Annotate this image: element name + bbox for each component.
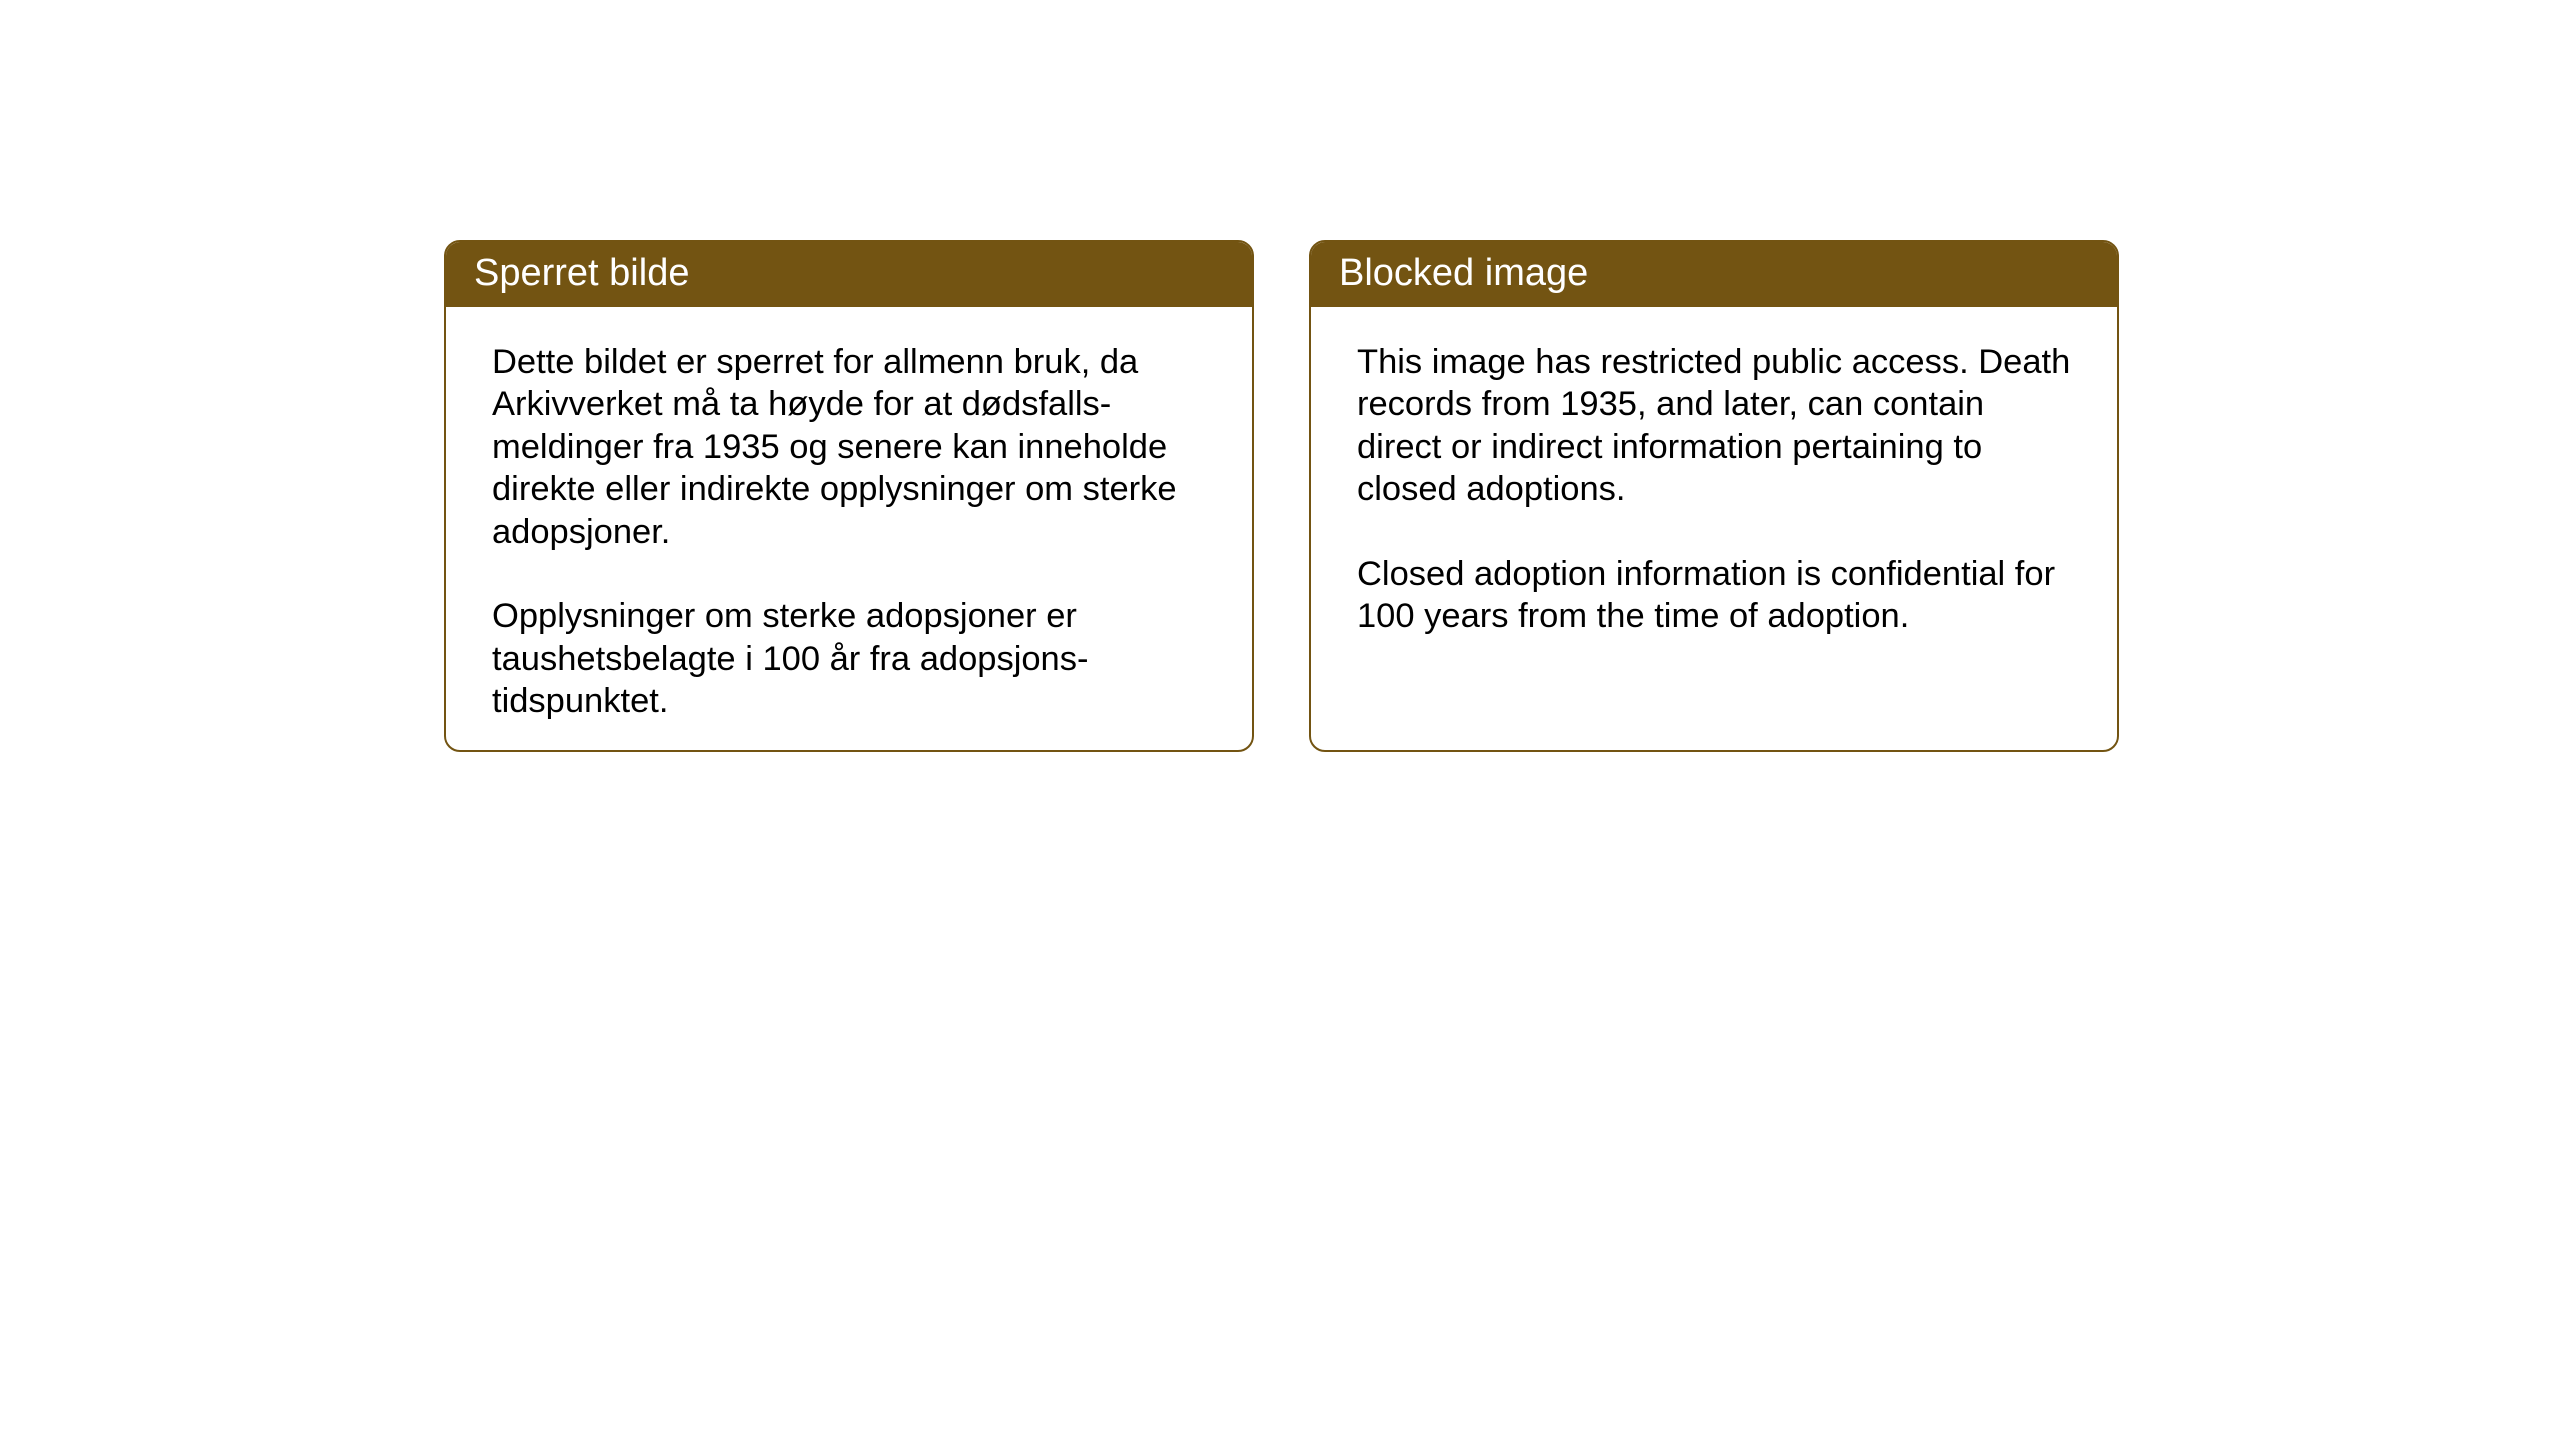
card-english: Blocked image This image has restricted … [1309, 240, 2119, 752]
cards-container: Sperret bilde Dette bildet er sperret fo… [444, 240, 2119, 752]
card-header-norwegian: Sperret bilde [446, 242, 1252, 307]
card-paragraph-norwegian-2: Opplysninger om sterke adopsjoner er tau… [492, 595, 1208, 722]
card-paragraph-english-1: This image has restricted public access.… [1357, 341, 2073, 511]
card-body-english: This image has restricted public access.… [1311, 307, 2117, 668]
card-paragraph-norwegian-1: Dette bildet er sperret for allmenn bruk… [492, 341, 1208, 553]
card-norwegian: Sperret bilde Dette bildet er sperret fo… [444, 240, 1254, 752]
card-body-norwegian: Dette bildet er sperret for allmenn bruk… [446, 307, 1252, 752]
card-paragraph-english-2: Closed adoption information is confident… [1357, 553, 2073, 638]
card-header-english: Blocked image [1311, 242, 2117, 307]
